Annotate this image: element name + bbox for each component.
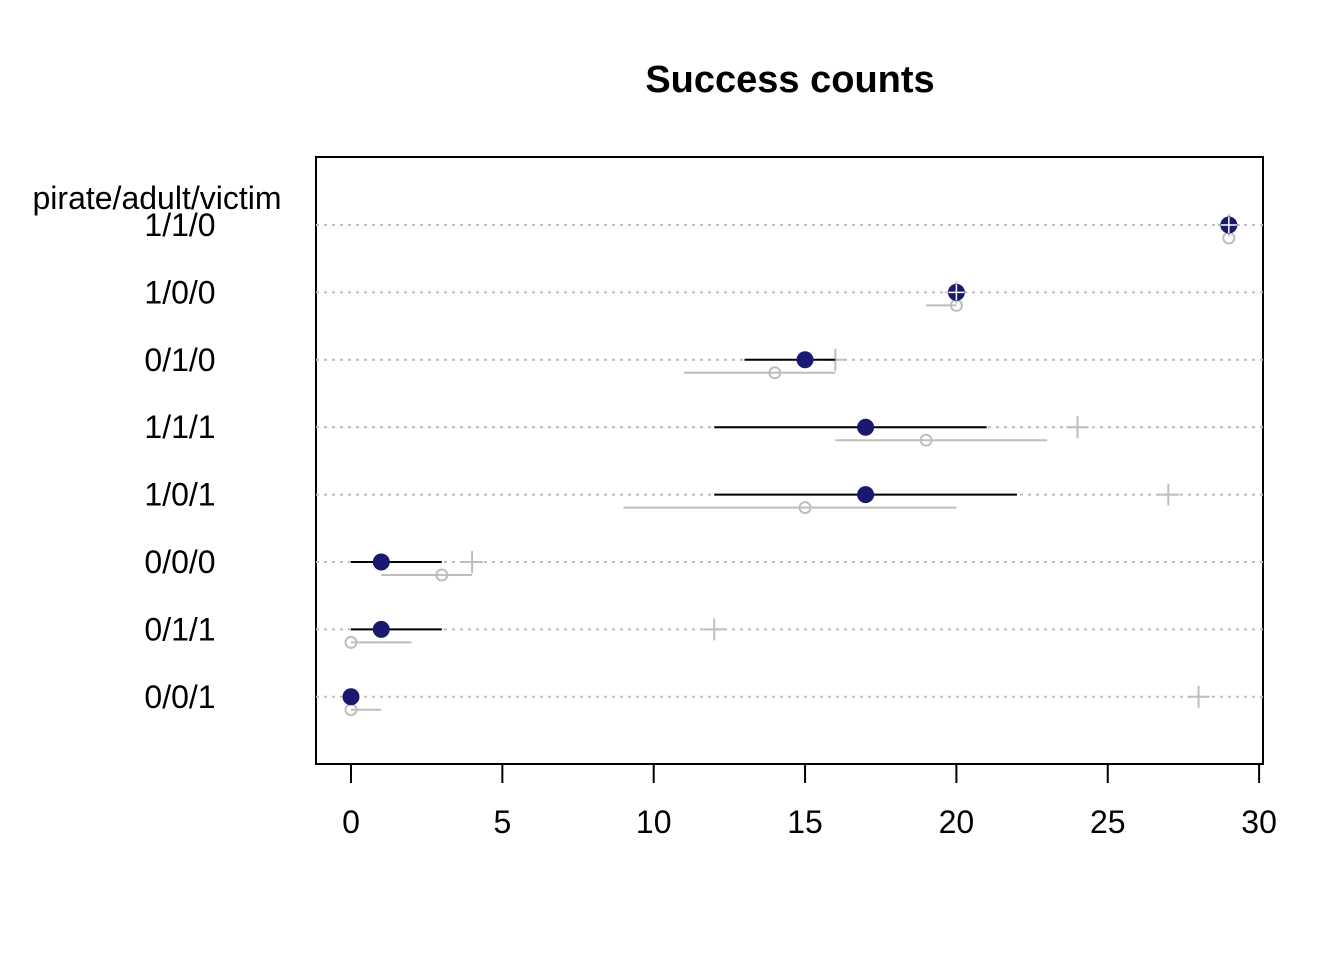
category-label: 1/0/0 bbox=[144, 274, 215, 310]
filled-point bbox=[796, 351, 814, 369]
x-axis: 0 5 10 15 20 25 30 bbox=[342, 763, 1277, 840]
x-tick-label: 15 bbox=[787, 804, 823, 840]
x-tick-label: 10 bbox=[636, 804, 672, 840]
data-marks bbox=[342, 214, 1240, 717]
open-point bbox=[919, 433, 933, 447]
category-label: 0/1/0 bbox=[144, 342, 215, 378]
x-tick-label: 5 bbox=[493, 804, 511, 840]
gridlines bbox=[316, 224, 1263, 698]
filled-point bbox=[342, 688, 360, 706]
plus-marker bbox=[461, 551, 484, 573]
category-label: 0/0/0 bbox=[144, 544, 215, 580]
filled-point bbox=[372, 620, 390, 638]
category-label: 1/1/0 bbox=[144, 207, 215, 243]
category-labels: 1/1/0 1/0/0 0/1/0 1/1/1 1/0/1 0/0/0 0/1/1 0/0/1 bbox=[144, 207, 215, 715]
x-tick-label: 25 bbox=[1090, 804, 1126, 840]
plus-marker bbox=[703, 618, 726, 641]
filled-point bbox=[857, 418, 875, 436]
x-tick-label: 20 bbox=[939, 804, 975, 840]
plus-marker bbox=[1157, 483, 1180, 506]
filled-point bbox=[857, 486, 875, 504]
category-label: 0/1/1 bbox=[144, 611, 215, 647]
category-label: 0/0/1 bbox=[144, 679, 215, 715]
category-label: 1/1/1 bbox=[144, 409, 215, 445]
open-point bbox=[798, 501, 812, 515]
x-tick-label: 30 bbox=[1241, 804, 1277, 840]
open-point bbox=[344, 635, 358, 649]
chart-title: Success counts bbox=[645, 59, 934, 101]
category-label: 1/0/1 bbox=[144, 477, 215, 513]
open-point bbox=[435, 568, 449, 582]
plus-marker bbox=[1187, 685, 1210, 708]
plot-frame bbox=[315, 156, 1264, 765]
filled-point bbox=[372, 553, 390, 571]
plus-marker bbox=[1066, 416, 1089, 439]
group-header: pirate/adult/victim bbox=[33, 180, 282, 216]
x-tick-label: 0 bbox=[342, 804, 360, 840]
open-point bbox=[768, 366, 782, 380]
